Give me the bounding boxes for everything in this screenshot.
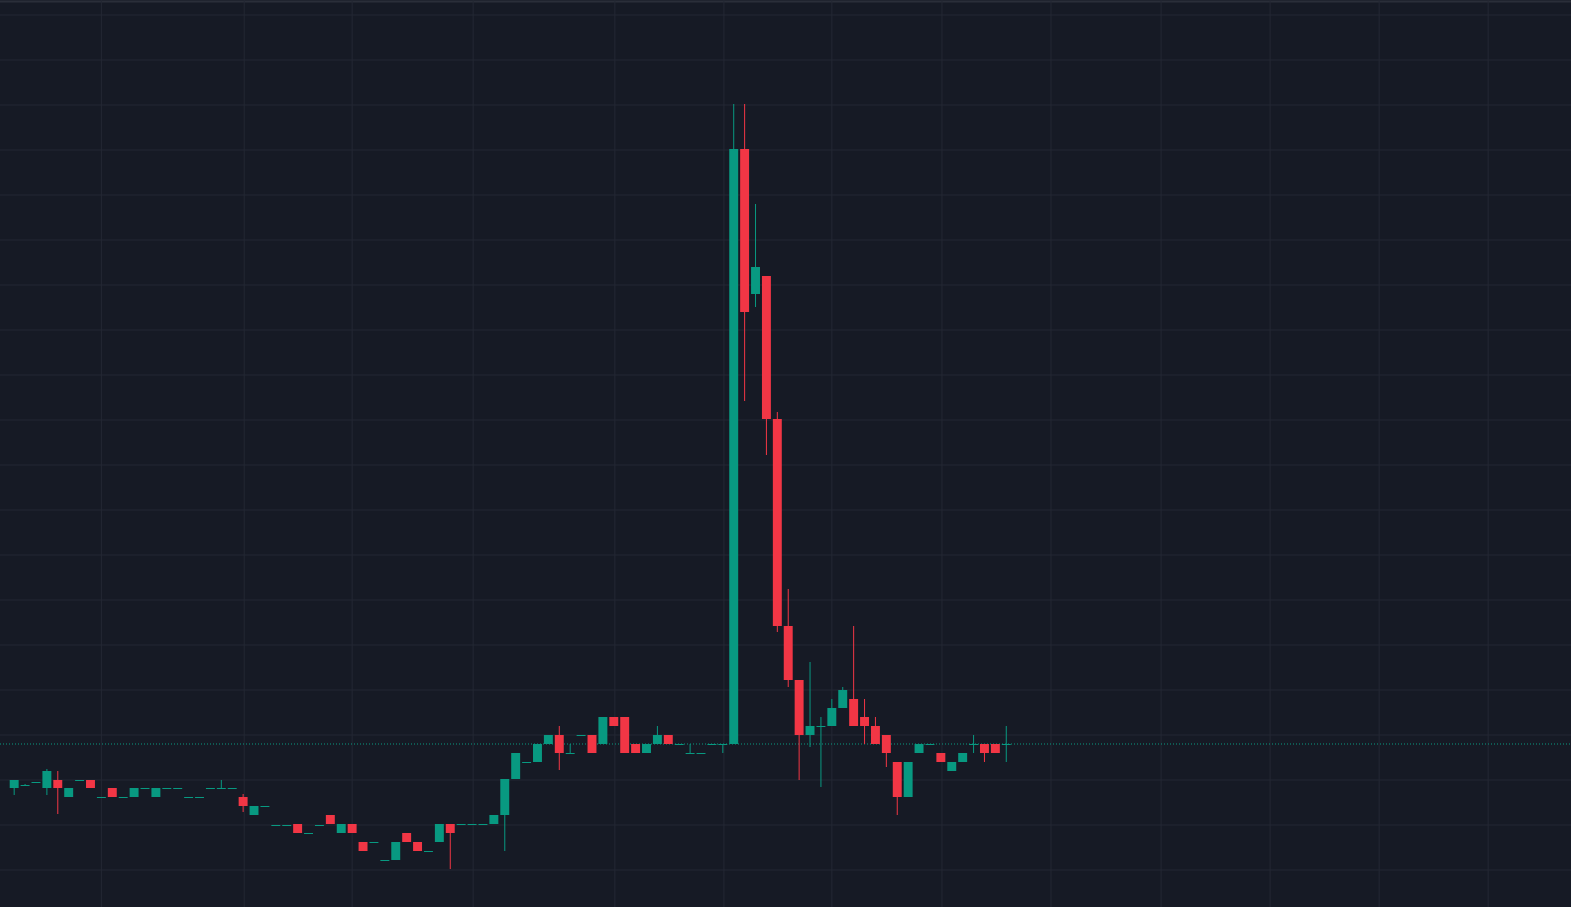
candle-body	[260, 806, 270, 807]
candle-body	[271, 825, 281, 826]
candle-body	[9, 780, 19, 788]
candle-body	[892, 762, 902, 797]
candle-body	[598, 717, 608, 744]
candle-body	[423, 851, 433, 852]
candle-body	[500, 779, 510, 815]
candle-body	[805, 726, 815, 735]
candle-body	[304, 833, 314, 834]
candle-body	[652, 735, 662, 744]
candle-body	[184, 797, 194, 798]
candle-body	[282, 825, 292, 826]
candle-body	[663, 735, 673, 744]
candle-body	[870, 726, 880, 744]
candle-body	[707, 744, 717, 745]
candle-body	[620, 717, 630, 753]
candle-body	[718, 744, 728, 745]
candle-body	[489, 815, 499, 824]
candle-body	[413, 842, 423, 851]
candle-body	[783, 626, 793, 680]
candle-body	[42, 771, 52, 788]
candle-body	[402, 833, 412, 842]
candle-body	[336, 824, 346, 833]
candle-body	[849, 699, 859, 726]
candle-body	[20, 785, 30, 786]
candle-body	[467, 824, 477, 825]
candle-body	[205, 788, 215, 789]
candle-body	[685, 753, 695, 754]
candle-body	[696, 753, 706, 754]
candle-body	[979, 744, 989, 753]
candle-body	[772, 419, 782, 626]
candle-body	[434, 824, 444, 842]
candle-body	[53, 780, 63, 788]
candle-body	[151, 788, 161, 797]
candle-body	[838, 690, 848, 708]
candle-body	[140, 788, 150, 789]
candle-body	[947, 762, 957, 771]
candle-body	[195, 797, 204, 798]
candle-body	[881, 735, 891, 753]
candle-body	[565, 753, 575, 754]
candle-body	[936, 753, 946, 762]
candle-body	[609, 717, 619, 726]
candle-body	[380, 860, 390, 861]
candle-body	[969, 744, 979, 745]
candle-body	[249, 806, 259, 815]
candle-body	[314, 825, 324, 826]
candle-body	[478, 824, 488, 825]
candle-body	[1001, 744, 1011, 745]
candle-body	[903, 762, 913, 797]
candle-body	[587, 735, 597, 753]
candle-body	[522, 762, 532, 763]
candle-body	[347, 824, 357, 833]
candle-body	[554, 735, 564, 753]
candle-body	[543, 735, 553, 744]
candle-body	[740, 149, 750, 312]
candle-body	[358, 842, 368, 851]
candle-body	[96, 797, 106, 798]
candle-body	[369, 842, 379, 843]
candle-body	[631, 744, 641, 753]
candle-body	[216, 788, 226, 789]
candle-body	[227, 788, 237, 789]
candle-body	[64, 788, 74, 797]
candle-body	[958, 753, 968, 762]
candle-body	[86, 780, 95, 788]
candle-body	[827, 708, 837, 726]
candle-body	[107, 788, 117, 797]
candle-body	[533, 744, 542, 762]
candle-body	[860, 717, 870, 726]
candle-body	[75, 780, 85, 781]
candle-body	[118, 797, 128, 798]
candle-body	[729, 149, 739, 744]
candle-body	[445, 824, 455, 833]
candle-body	[914, 744, 924, 753]
candle-body	[238, 797, 248, 806]
candle-body	[129, 788, 139, 797]
candle-body	[674, 744, 684, 745]
candle-body	[816, 726, 826, 727]
candle-body	[31, 782, 41, 783]
candle-body	[925, 744, 935, 745]
candle-body	[456, 824, 466, 825]
candle-body	[173, 788, 183, 789]
candle-body	[511, 753, 521, 779]
candle-body	[751, 267, 760, 294]
candle-body	[391, 842, 401, 860]
candle-body	[576, 735, 586, 736]
candle-body	[642, 744, 651, 753]
candle-body	[162, 788, 172, 789]
candle-body	[325, 815, 335, 824]
candle-body	[794, 680, 804, 735]
candle-body	[293, 824, 303, 833]
candle-body	[990, 744, 1000, 753]
candle-body	[761, 276, 771, 419]
